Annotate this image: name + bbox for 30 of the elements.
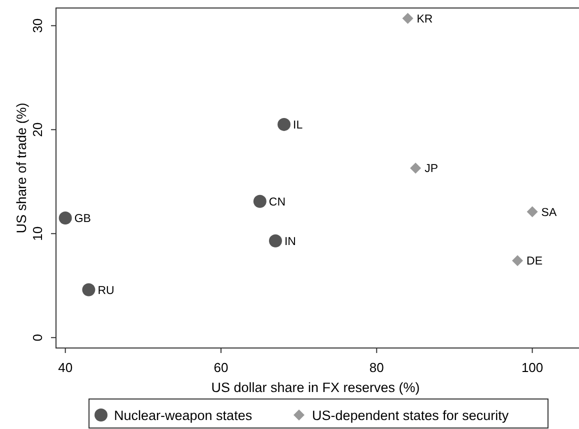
y-tick-label: 20 <box>30 122 45 137</box>
point <box>402 12 414 24</box>
y-tick-label: 10 <box>30 226 45 241</box>
annotation: SA <box>541 206 557 219</box>
annotation: JP <box>424 163 438 176</box>
x-tick-label: 100 <box>521 360 544 375</box>
x-tick-label: 80 <box>369 360 384 375</box>
point <box>278 118 291 131</box>
annotation: CN <box>268 196 286 208</box>
annotation: IN <box>284 236 296 248</box>
point <box>526 206 538 218</box>
point <box>82 283 96 296</box>
point <box>512 255 524 266</box>
annotation: KR <box>416 13 433 26</box>
y-axis-title: US share of trade (%) <box>14 102 29 234</box>
x-tick-label: 60 <box>214 360 228 375</box>
annotation: RU <box>98 284 114 297</box>
point <box>268 234 282 248</box>
legend-label: US-dependent states for security <box>312 408 509 423</box>
annotation: DE <box>526 256 543 268</box>
annotation: GB <box>74 213 92 226</box>
point <box>410 162 422 174</box>
x-axis-title: US dollar share in FX reserves (%) <box>211 380 420 395</box>
y-tick-label: 30 <box>30 18 45 33</box>
annotation: IL <box>293 119 304 132</box>
x-tick-label: 40 <box>58 360 73 375</box>
legend-label: Nuclear-weapon states <box>114 408 252 423</box>
point <box>253 194 266 208</box>
point <box>58 212 72 225</box>
y-tick-label: 0 <box>30 334 45 342</box>
